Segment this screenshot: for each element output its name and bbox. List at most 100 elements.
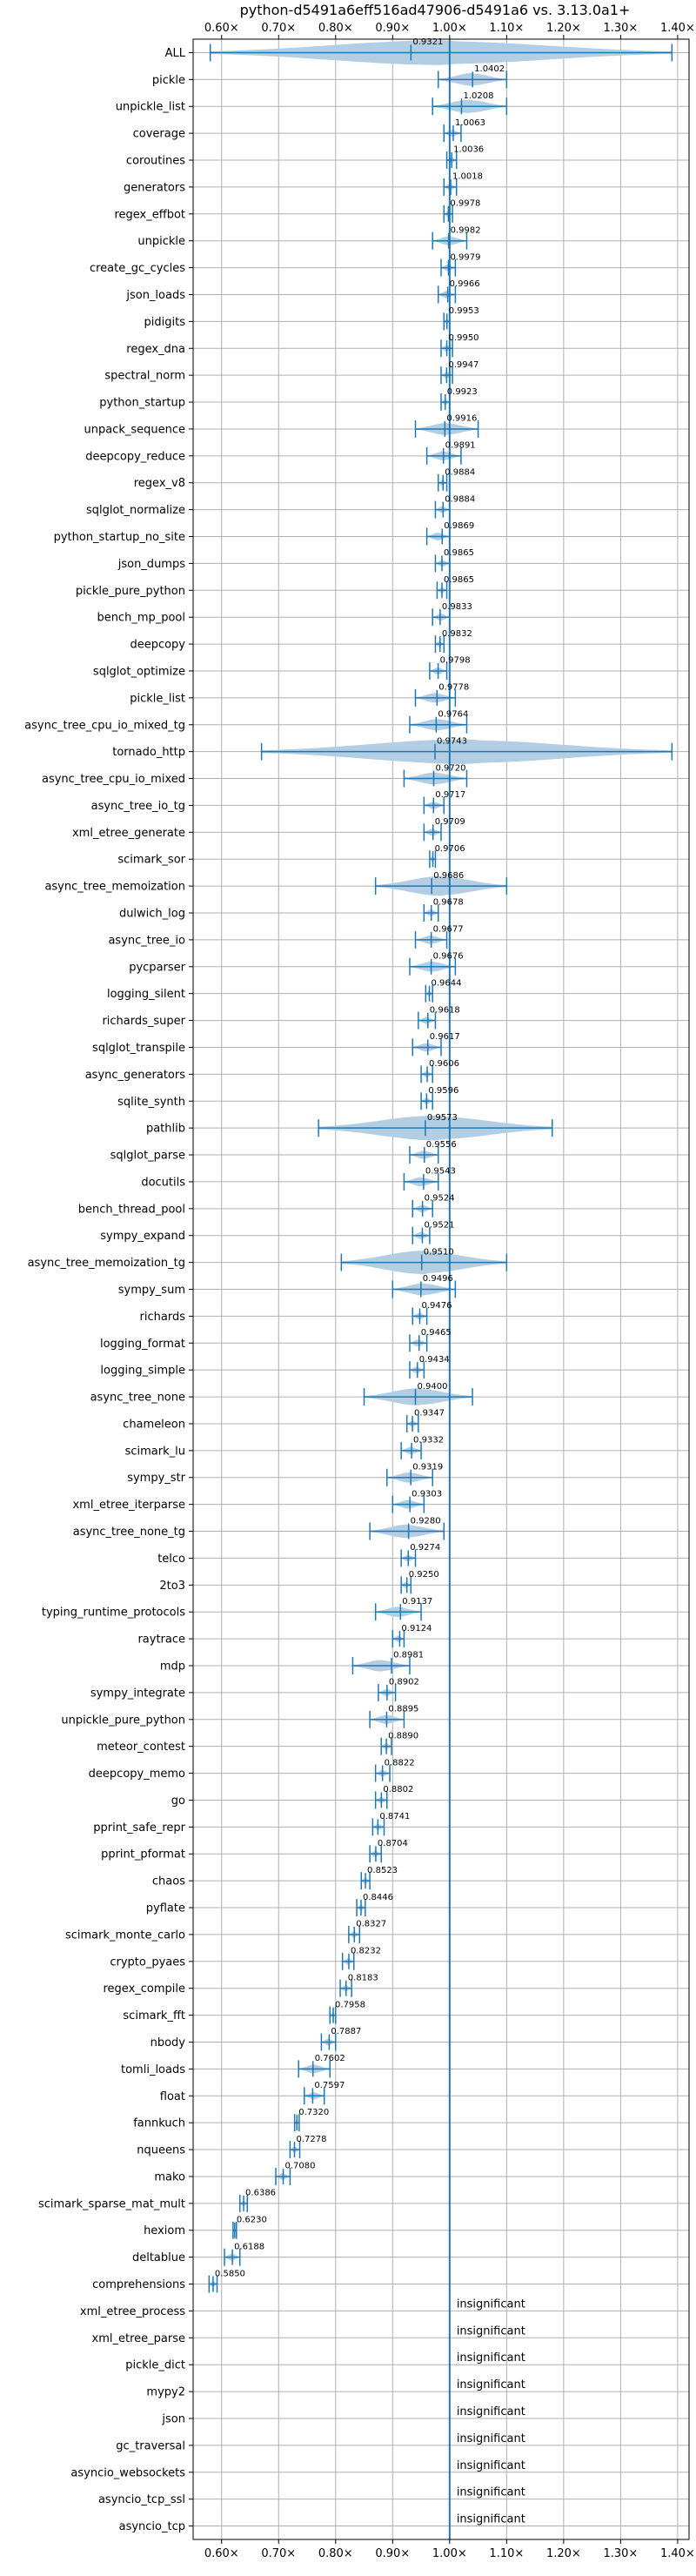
benchmark-label: typing_runtime_protocols [42, 1607, 185, 1620]
x-tick-label-bottom: 1.10× [489, 2547, 524, 2560]
x-axis-bottom-ticks: 0.60× 0.70× 0.80× 0.90× 1.00× 1.10× 1.20× 1.30×… [204, 2539, 695, 2560]
x-tick-label-bottom: 1.40× [660, 2547, 695, 2560]
benchmark-label: asyncio_websockets [70, 2466, 185, 2479]
benchmark-label: pickle_pure_python [76, 585, 185, 598]
value-label: 0.7602 [315, 2054, 345, 2063]
violin-series [208, 40, 673, 2293]
benchmark-label: deepcopy_memo [89, 1768, 185, 1781]
benchmark-label: regex_compile [103, 1982, 185, 1996]
x-tick-label-bottom: 0.80× [318, 2547, 353, 2560]
benchmark-label: async_tree_io [108, 934, 185, 947]
benchmark-label: fannkuch [133, 2117, 185, 2130]
benchmark-label: json [161, 2412, 185, 2425]
value-label: 0.9778 [438, 683, 469, 693]
benchmark-label: logging_format [100, 1338, 185, 1351]
benchmark-label: xml_etree_parse [92, 2332, 185, 2345]
value-label: 0.9321 [412, 37, 443, 47]
benchmark-label: bench_thread_pool [78, 1203, 185, 1216]
value-label: 1.0018 [452, 172, 483, 182]
benchmark-label: logging_simple [100, 1365, 185, 1378]
value-label: 0.9250 [409, 1570, 439, 1580]
value-label: 0.7958 [335, 2000, 365, 2009]
benchmark-label: coverage [133, 128, 185, 141]
value-label: 0.9709 [435, 817, 465, 827]
value-label: 0.8523 [367, 1866, 398, 1875]
benchmark-label: generators [124, 181, 185, 194]
value-label: 0.9833 [442, 602, 472, 612]
value-label: 0.8232 [351, 1947, 381, 1956]
benchmark-label: regex_effbot [114, 208, 185, 221]
benchmark-label: nbody [151, 2036, 186, 2049]
value-label: 0.9347 [414, 1409, 445, 1419]
value-label: 0.9982 [451, 225, 481, 235]
benchmark-label: sqlite_synth [117, 1096, 185, 1109]
value-label: 0.8890 [388, 1731, 418, 1741]
grid-lines [193, 39, 689, 2539]
benchmark-label: async_tree_cpu_io_mixed [42, 773, 185, 786]
value-label: 0.9476 [421, 1301, 452, 1311]
benchmark-label: async_tree_none_tg [73, 1526, 185, 1539]
x-tick-label-bottom: 0.70× [261, 2547, 296, 2560]
benchmark-label: scimark_fft [123, 2009, 185, 2023]
value-label: 0.9274 [410, 1543, 440, 1553]
value-label: 0.9865 [444, 575, 474, 585]
value-label: 0.9676 [433, 952, 464, 962]
value-label: 0.9978 [450, 199, 480, 209]
x-tick-label-bottom: 1.30× [603, 2547, 638, 2560]
value-label: 0.7320 [298, 2108, 329, 2117]
benchmark-label: pidigits [144, 316, 186, 329]
benchmark-label: pprint_safe_repr [93, 1821, 185, 1835]
benchmark-label: hexiom [144, 2224, 185, 2237]
benchmark-label: python_startup_no_site [54, 531, 185, 544]
x-tick-label-top: 0.60× [204, 22, 239, 35]
benchmark-label: sympy_integrate [90, 1687, 185, 1700]
benchmark-label: pickle_list [130, 692, 185, 705]
benchmark-label: xml_etree_iterparse [72, 1499, 185, 1512]
value-label: 0.7597 [314, 2081, 345, 2090]
x-tick-label-bottom: 0.90× [375, 2547, 410, 2560]
benchmark-label: deltablue [132, 2251, 185, 2264]
value-label: 0.8981 [393, 1651, 424, 1660]
value-label: 0.9891 [445, 441, 476, 451]
value-label: 0.9496 [423, 1274, 453, 1284]
value-labels: 0.9321 1.0402 1.0208 1.0063 1.0036 1.0018 0.99… [215, 37, 525, 2526]
insignificant-label: insignificant [457, 2405, 525, 2418]
value-label: 0.9764 [438, 709, 468, 719]
x-tick-label-top: 1.00× [432, 22, 467, 35]
benchmark-label: mako [154, 2170, 185, 2184]
value-label: 0.9884 [445, 467, 475, 477]
value-label: 1.0208 [463, 91, 493, 101]
value-label: 1.0402 [474, 64, 505, 74]
insignificant-label: insignificant [457, 2378, 525, 2392]
insignificant-label: insignificant [457, 2324, 525, 2338]
value-label: 0.8446 [363, 1893, 393, 1902]
benchmark-label: pickle [152, 74, 185, 87]
value-label: 0.9743 [437, 736, 467, 746]
benchmark-label: sqlglot_optimize [93, 665, 185, 678]
x-tick-label-top: 1.40× [660, 22, 695, 35]
value-label: 0.9644 [432, 978, 462, 988]
value-label: 0.9524 [425, 1194, 455, 1204]
value-label: 1.0063 [455, 118, 485, 128]
benchmark-label: async_generators [85, 1069, 186, 1082]
value-label: 0.9618 [430, 1005, 460, 1015]
benchmark-label: unpickle_list [116, 101, 185, 114]
value-label: 0.9686 [433, 871, 464, 881]
benchmark-label: xml_etree_generate [72, 827, 185, 840]
benchmark-label: go [171, 1794, 185, 1808]
benchmark-label: richards [140, 1311, 186, 1324]
benchmark-label: coroutines [126, 155, 185, 168]
benchmark-label: async_tree_none [90, 1392, 185, 1405]
benchmark-label: tomli_loads [121, 2063, 185, 2076]
value-label: 0.6230 [237, 2215, 267, 2224]
benchmark-label: richards_super [102, 1015, 185, 1028]
value-label: 0.9798 [440, 656, 471, 666]
benchmark-label: unpickle [137, 235, 185, 248]
insignificant-label: insignificant [457, 2459, 525, 2472]
benchmark-label: sympy_expand [100, 1230, 185, 1243]
benchmark-label: json_dumps [117, 558, 185, 571]
x-tick-label-top: 0.80× [318, 22, 353, 35]
benchmark-label: unpickle_pure_python [61, 1714, 185, 1727]
value-label: 0.9137 [402, 1597, 432, 1607]
x-tick-label-top: 1.30× [603, 22, 638, 35]
